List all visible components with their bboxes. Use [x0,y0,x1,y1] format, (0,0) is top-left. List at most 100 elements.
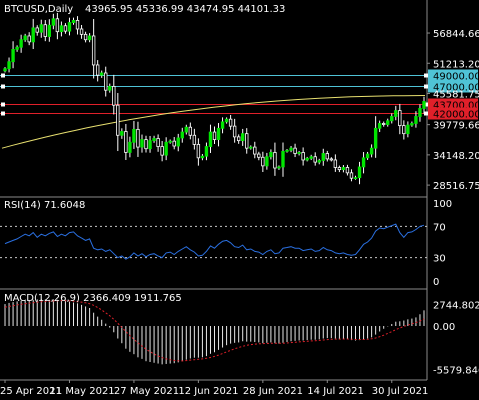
candle-bear [112,86,116,106]
candle-bear [116,104,120,136]
candle-bear [293,147,297,154]
candle-bear [398,110,402,127]
candle-bull [47,24,52,37]
candle-bull [208,131,213,147]
candle-bull [305,157,309,161]
level-price-label: 43700.00 [433,101,479,112]
price-tick-label: 28516.75 [433,181,479,192]
candle-bull [317,160,321,163]
candle-bear [156,138,160,147]
candle-bull [176,137,180,147]
candle-bull [390,116,394,122]
candle-bear [245,133,249,149]
level-price-box [428,107,478,120]
candle-bull [7,61,11,70]
candle-bull [120,131,124,136]
candle-bull [132,128,136,143]
candle-bull [200,155,205,159]
candle-bull [353,177,358,180]
candle-bull [394,110,398,117]
candle-bear [95,64,100,76]
level-handle-right [424,102,428,107]
candle-bull [377,123,382,129]
candle-bear [349,172,354,179]
candle-bull [71,19,76,23]
candle-bear [172,140,176,147]
plot-frames [0,0,428,381]
candle-bull [51,18,56,26]
moving-average-curve [1,95,426,149]
candle-bull [357,166,362,179]
price-tick-label: 45581.75 [433,89,479,100]
candle-bull [285,149,289,152]
candle-bear [144,139,148,150]
candle-bull [414,116,418,124]
candle-bull [269,152,273,158]
candle-bull [31,27,35,43]
candle-bull [148,140,152,150]
candle-bear [188,126,193,136]
candle-bear [273,152,277,169]
candle-bull [3,68,7,72]
price-axis: 56844.66 51213.20 45581.75 39779.66 34148.20… [427,29,479,192]
price-tick-label: 39779.66 [433,121,479,132]
time-tick-label: 27 May 2021 [114,386,179,397]
candle-bull [180,131,184,139]
level-price-label: 49000.00 [433,72,479,83]
candle-bear [228,118,233,127]
level-handle-left [1,73,5,78]
time-tick-label: 28 Jun 2021 [243,386,303,397]
time-tick-label: 12 Jun 2021 [178,386,238,397]
candle-bull [168,140,172,143]
candle-bear [79,28,84,35]
candle-bull [164,141,168,156]
price-tick-label: 51213.20 [433,59,479,70]
candle-bull [87,35,92,41]
macd-panel: 2744.802 0.00 -5579.846 [4,299,479,377]
candle-bear [35,27,39,33]
level-handle-right [424,84,428,89]
candle-bull [309,156,313,159]
macd-label: MACD(12,26,9) 2366.409 1911.765 [4,293,182,304]
candle-bull [15,46,19,50]
level-handle-left [1,111,5,116]
candle-bear [83,33,88,41]
candle-bear [337,167,342,171]
rsi-tick-label: 30 [433,254,446,265]
time-tick-label: 11 May 2021 [49,386,114,397]
chart-ohlc-label: 43965.95 45336.99 43474.95 44101.33 [85,4,285,15]
candle-bull [67,22,72,32]
rsi-line [4,223,425,260]
candle-bull [289,147,293,151]
candle-bull [23,35,27,41]
candle-bull [216,127,221,140]
macd-tick-label: -5579.846 [433,366,479,377]
candle-bull [108,86,112,91]
level-price-box [428,80,478,93]
candle-bull [128,141,132,153]
level-handle-left [1,102,5,107]
candle-bull [373,127,378,149]
candle-bear [325,153,329,160]
level-handle-right [424,73,428,78]
rsi-panel: 100 70 30 0 [0,199,452,288]
candle-bull [152,138,156,142]
candle-bull [19,39,23,48]
chart-symbol-label: BTCUSD,Daily [4,4,73,15]
candle-bear [136,128,140,148]
candle-bear [382,123,386,125]
level-price-label: 42000.00 [433,110,479,121]
candle-bear [402,125,406,135]
moving-average-line [1,95,426,149]
candle-bull [321,153,325,161]
candle-bear [192,134,197,145]
candle-bull [369,147,374,155]
candle-bear [329,158,334,161]
price-tick-label: 34148.20 [433,151,479,162]
candle-bull [140,139,144,148]
rsi-tick-label: 100 [433,199,452,210]
candle-bear [196,143,201,159]
candle-bull [277,166,281,169]
